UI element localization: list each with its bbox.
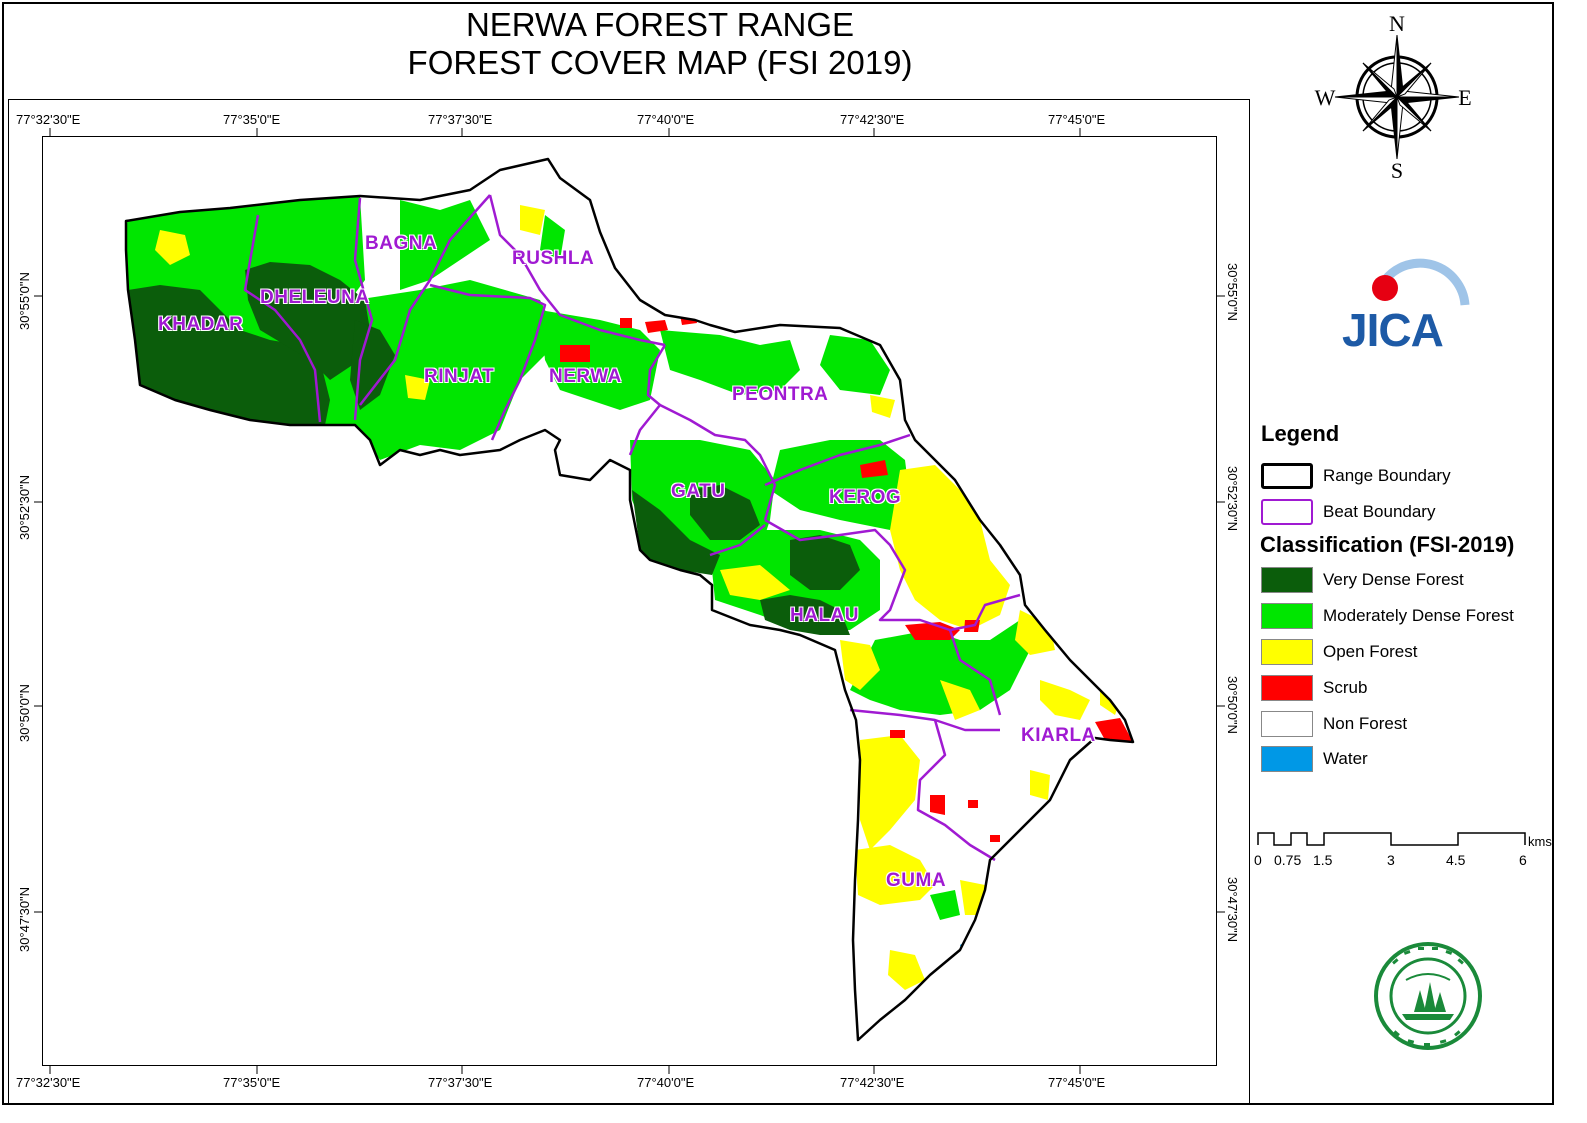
top-lon-label: 77°40'0"E: [637, 112, 695, 127]
legend-label: Water: [1323, 749, 1368, 768]
bottom-lon-label: 77°45'0"E: [1048, 1075, 1106, 1090]
beat-label-bagna: BAGNA: [365, 233, 438, 254]
legend-swatch: [1261, 603, 1313, 629]
legend-swatch: [1261, 463, 1313, 489]
legend-swatch: [1261, 499, 1313, 525]
top-lon-label: 77°42'30"E: [840, 112, 905, 127]
legend-swatch: [1261, 639, 1313, 665]
legend-swatch: [1261, 711, 1313, 737]
legend-title: Legend: [1261, 421, 1340, 446]
beat-label-peontra: PEONTRA: [732, 384, 829, 405]
outer-border: [2, 2, 1554, 1105]
compass-n: N: [1389, 11, 1405, 36]
top-lon-label: 77°45'0"E: [1048, 112, 1106, 127]
bottom-lon-label: 77°35'0"E: [223, 1075, 281, 1090]
top-lon-label: 77°37'30"E: [428, 112, 493, 127]
legend-swatch: [1261, 567, 1313, 593]
legend-label: Open Forest: [1323, 642, 1418, 661]
map-neatline: [8, 99, 1250, 1104]
beat-label-nerwa: NERWA: [549, 366, 622, 387]
bottom-lon-label: 77°40'0"E: [637, 1075, 695, 1090]
jica-logo-text: JICA: [1342, 304, 1443, 356]
legend-label: Range Boundary: [1323, 466, 1451, 485]
forest-department-seal: [1374, 942, 1482, 1050]
beat-label-guma: GUMA: [886, 870, 947, 891]
scale-label: 1.5: [1313, 852, 1333, 868]
map-data-frame: [42, 136, 1217, 1066]
legend-label: Moderately Dense Forest: [1323, 606, 1514, 625]
beat-label-kerog: KEROG: [829, 487, 902, 508]
compass-s: S: [1391, 158, 1403, 183]
bottom-lon-label: 77°32'30"E: [16, 1075, 81, 1090]
scale-label: 0.75: [1274, 852, 1302, 868]
beat-label-rinjat: RINJAT: [424, 366, 495, 387]
north-arrow-compass-icon: N S E W: [1315, 11, 1472, 183]
map-title: NERWA FOREST RANGE FOREST COVER MAP (FSI…: [330, 6, 990, 82]
scale-label: 0: [1254, 852, 1262, 868]
compass-w: W: [1315, 85, 1336, 110]
legend-swatch: [1261, 746, 1313, 772]
scale-label: 4.5: [1446, 852, 1466, 868]
scale-unit: kms: [1528, 834, 1552, 849]
legend-label: Very Dense Forest: [1323, 570, 1464, 589]
beat-label-dheleuna: DHELEUNA: [260, 287, 370, 308]
legend-swatch: [1261, 675, 1313, 701]
legend-label: Beat Boundary: [1323, 502, 1436, 521]
compass-e: E: [1458, 85, 1471, 110]
scale-label: 6: [1519, 852, 1527, 868]
beat-label-rushla: RUSHLA: [512, 248, 595, 269]
bottom-lon-label: 77°37'30"E: [428, 1075, 493, 1090]
beat-label-halau: HALAU: [790, 605, 859, 626]
top-lon-label: 77°32'30"E: [16, 112, 81, 127]
bottom-lon-label: 77°42'30"E: [840, 1075, 905, 1090]
beat-label-gatu: GATU: [671, 481, 726, 502]
legend-label: Scrub: [1323, 678, 1368, 697]
map-title-line1: NERWA FOREST RANGE: [465, 6, 855, 43]
beat-label-kiarla: KIARLA: [1021, 725, 1096, 746]
map-title-line2: FOREST COVER MAP (FSI 2019): [407, 44, 913, 81]
legend-label: Non Forest: [1323, 714, 1408, 733]
beat-label-khadar: KHADAR: [158, 314, 244, 335]
top-lon-label: 77°35'0"E: [223, 112, 281, 127]
scale-label: 3: [1387, 852, 1395, 868]
legend-classification-title: Classification (FSI-2019): [1260, 532, 1515, 557]
scale-bar: [1257, 832, 1526, 846]
jica-logo: JICA: [1342, 258, 1470, 356]
